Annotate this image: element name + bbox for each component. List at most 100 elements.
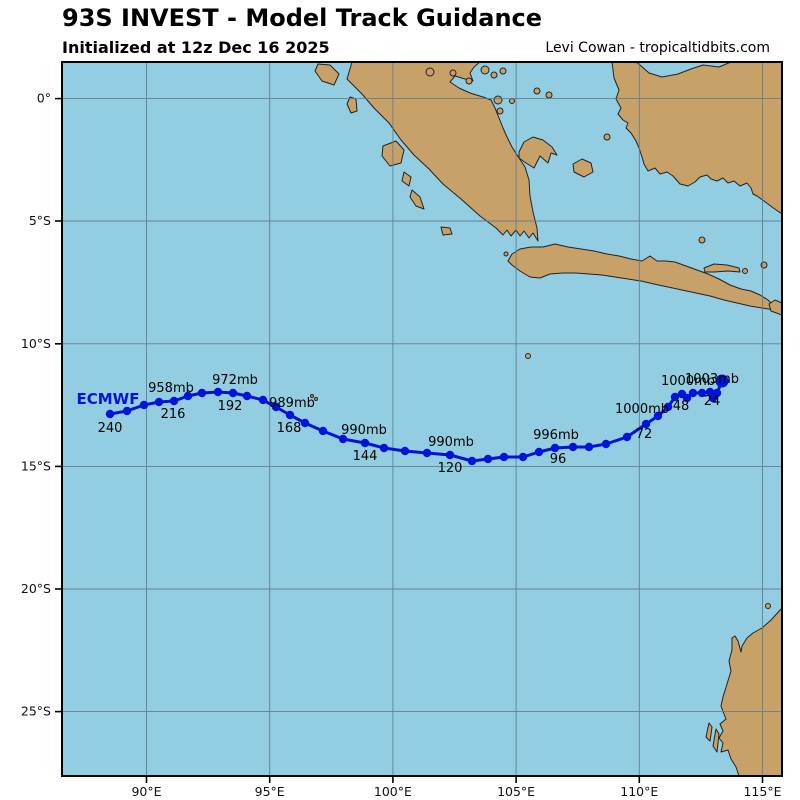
track-point — [338, 434, 348, 444]
page-title: 93S INVEST - Model Track Guidance — [62, 4, 543, 32]
belitung-island — [572, 158, 594, 178]
track-point — [499, 452, 509, 462]
y-tick-label: 15°S — [21, 458, 51, 473]
x-tick-label: 100°E — [374, 784, 412, 799]
small-island — [509, 98, 515, 104]
forecast-hour-label: 192 — [218, 399, 243, 414]
pressure-label: 972mb — [212, 373, 258, 388]
small-island — [603, 133, 611, 141]
x-tick-label: 115°E — [743, 784, 781, 799]
track-point — [197, 388, 207, 398]
pressure-label: 990mb — [428, 435, 474, 450]
track-point — [154, 397, 164, 407]
small-island — [490, 71, 498, 79]
pressure-label: 989mb — [269, 396, 315, 411]
pressure-label: 1000mb — [615, 402, 669, 417]
enggano-island — [440, 226, 453, 236]
axis-ticks: 90°E 95°E 100°E 105°E 110°E 115°E 0° 5°S 10°S 15°… — [21, 91, 782, 799]
x-tick-label: 95°E — [255, 784, 285, 799]
track-point — [682, 393, 692, 403]
small-island — [493, 95, 503, 105]
track-point — [712, 388, 722, 398]
pressure-label: 996mb — [533, 428, 579, 443]
small-island — [449, 69, 457, 77]
track-point — [183, 391, 193, 401]
track-point — [697, 388, 707, 398]
pressure-label: 1000mb — [661, 374, 715, 389]
ocean — [62, 62, 782, 776]
small-islands — [310, 65, 771, 609]
track-point — [139, 400, 149, 410]
track-point — [550, 443, 560, 453]
small-island — [742, 268, 748, 274]
y-tick-label: 10°S — [21, 336, 51, 351]
track-point — [258, 395, 268, 405]
track-point — [445, 450, 455, 460]
track-point — [213, 387, 223, 397]
track-point — [518, 452, 528, 462]
peron-peninsula-island — [712, 728, 720, 753]
plot-frame — [61, 61, 783, 777]
track-point — [483, 454, 493, 464]
gridlines — [62, 62, 782, 776]
australia-landmass — [718, 607, 782, 776]
track-point — [663, 402, 673, 412]
track-point — [584, 442, 594, 452]
track-point — [285, 410, 295, 420]
forecast-hour-label: 48 — [673, 399, 690, 414]
small-island — [533, 87, 541, 95]
track-point — [568, 442, 578, 452]
track-point — [400, 446, 410, 456]
forecast-hour-label: 120 — [438, 461, 463, 476]
y-tick-label: 20°S — [21, 581, 51, 596]
forecast-hour-label: 24 — [704, 394, 721, 409]
landmasses — [310, 62, 782, 776]
sumatra-landmass — [346, 62, 539, 242]
small-island — [499, 67, 507, 75]
pressure-label: 1003mb — [685, 372, 739, 387]
small-island — [480, 65, 490, 75]
madura-island — [703, 263, 741, 273]
track-point — [300, 418, 310, 428]
pagai-island — [409, 189, 425, 210]
track-point — [641, 419, 651, 429]
track-point — [169, 396, 179, 406]
small-island — [496, 107, 504, 115]
track-point — [622, 432, 632, 442]
java-landmass — [507, 243, 776, 311]
christmas-island — [525, 353, 531, 359]
track-point — [242, 391, 252, 401]
track-point — [379, 443, 389, 453]
barrow-island — [765, 603, 771, 609]
y-tick-label: 5°S — [29, 213, 51, 228]
track-point — [670, 392, 680, 402]
forecast-hour-label: 144 — [353, 449, 378, 464]
track-point — [318, 426, 328, 436]
bangka-island — [518, 136, 558, 169]
cocos-island — [310, 394, 314, 398]
small-island — [465, 77, 473, 85]
track-point — [228, 388, 238, 398]
track-point — [601, 439, 611, 449]
forecast-hour-label: 216 — [161, 407, 186, 422]
forecast-hour-label: 240 — [98, 421, 123, 436]
pressure-label: 990mb — [341, 423, 387, 438]
forecast-hour-label: 168 — [277, 421, 302, 436]
bawean-island — [698, 236, 706, 244]
x-tick-label: 105°E — [497, 784, 535, 799]
model-name-label: ECMWF — [77, 390, 140, 408]
small-island — [425, 67, 435, 77]
y-tick-label: 0° — [37, 91, 51, 106]
track-point — [360, 438, 370, 448]
sipora-island — [401, 171, 412, 187]
track-point — [653, 411, 663, 421]
forecast-hour-label: 72 — [636, 427, 653, 442]
track-point — [105, 409, 115, 419]
cocos-island — [314, 397, 318, 401]
x-tick-label: 110°E — [620, 784, 658, 799]
track-end-point — [715, 374, 729, 388]
forecast-hour-label: 96 — [550, 452, 567, 467]
track-point — [422, 448, 432, 458]
small-island — [760, 261, 768, 269]
